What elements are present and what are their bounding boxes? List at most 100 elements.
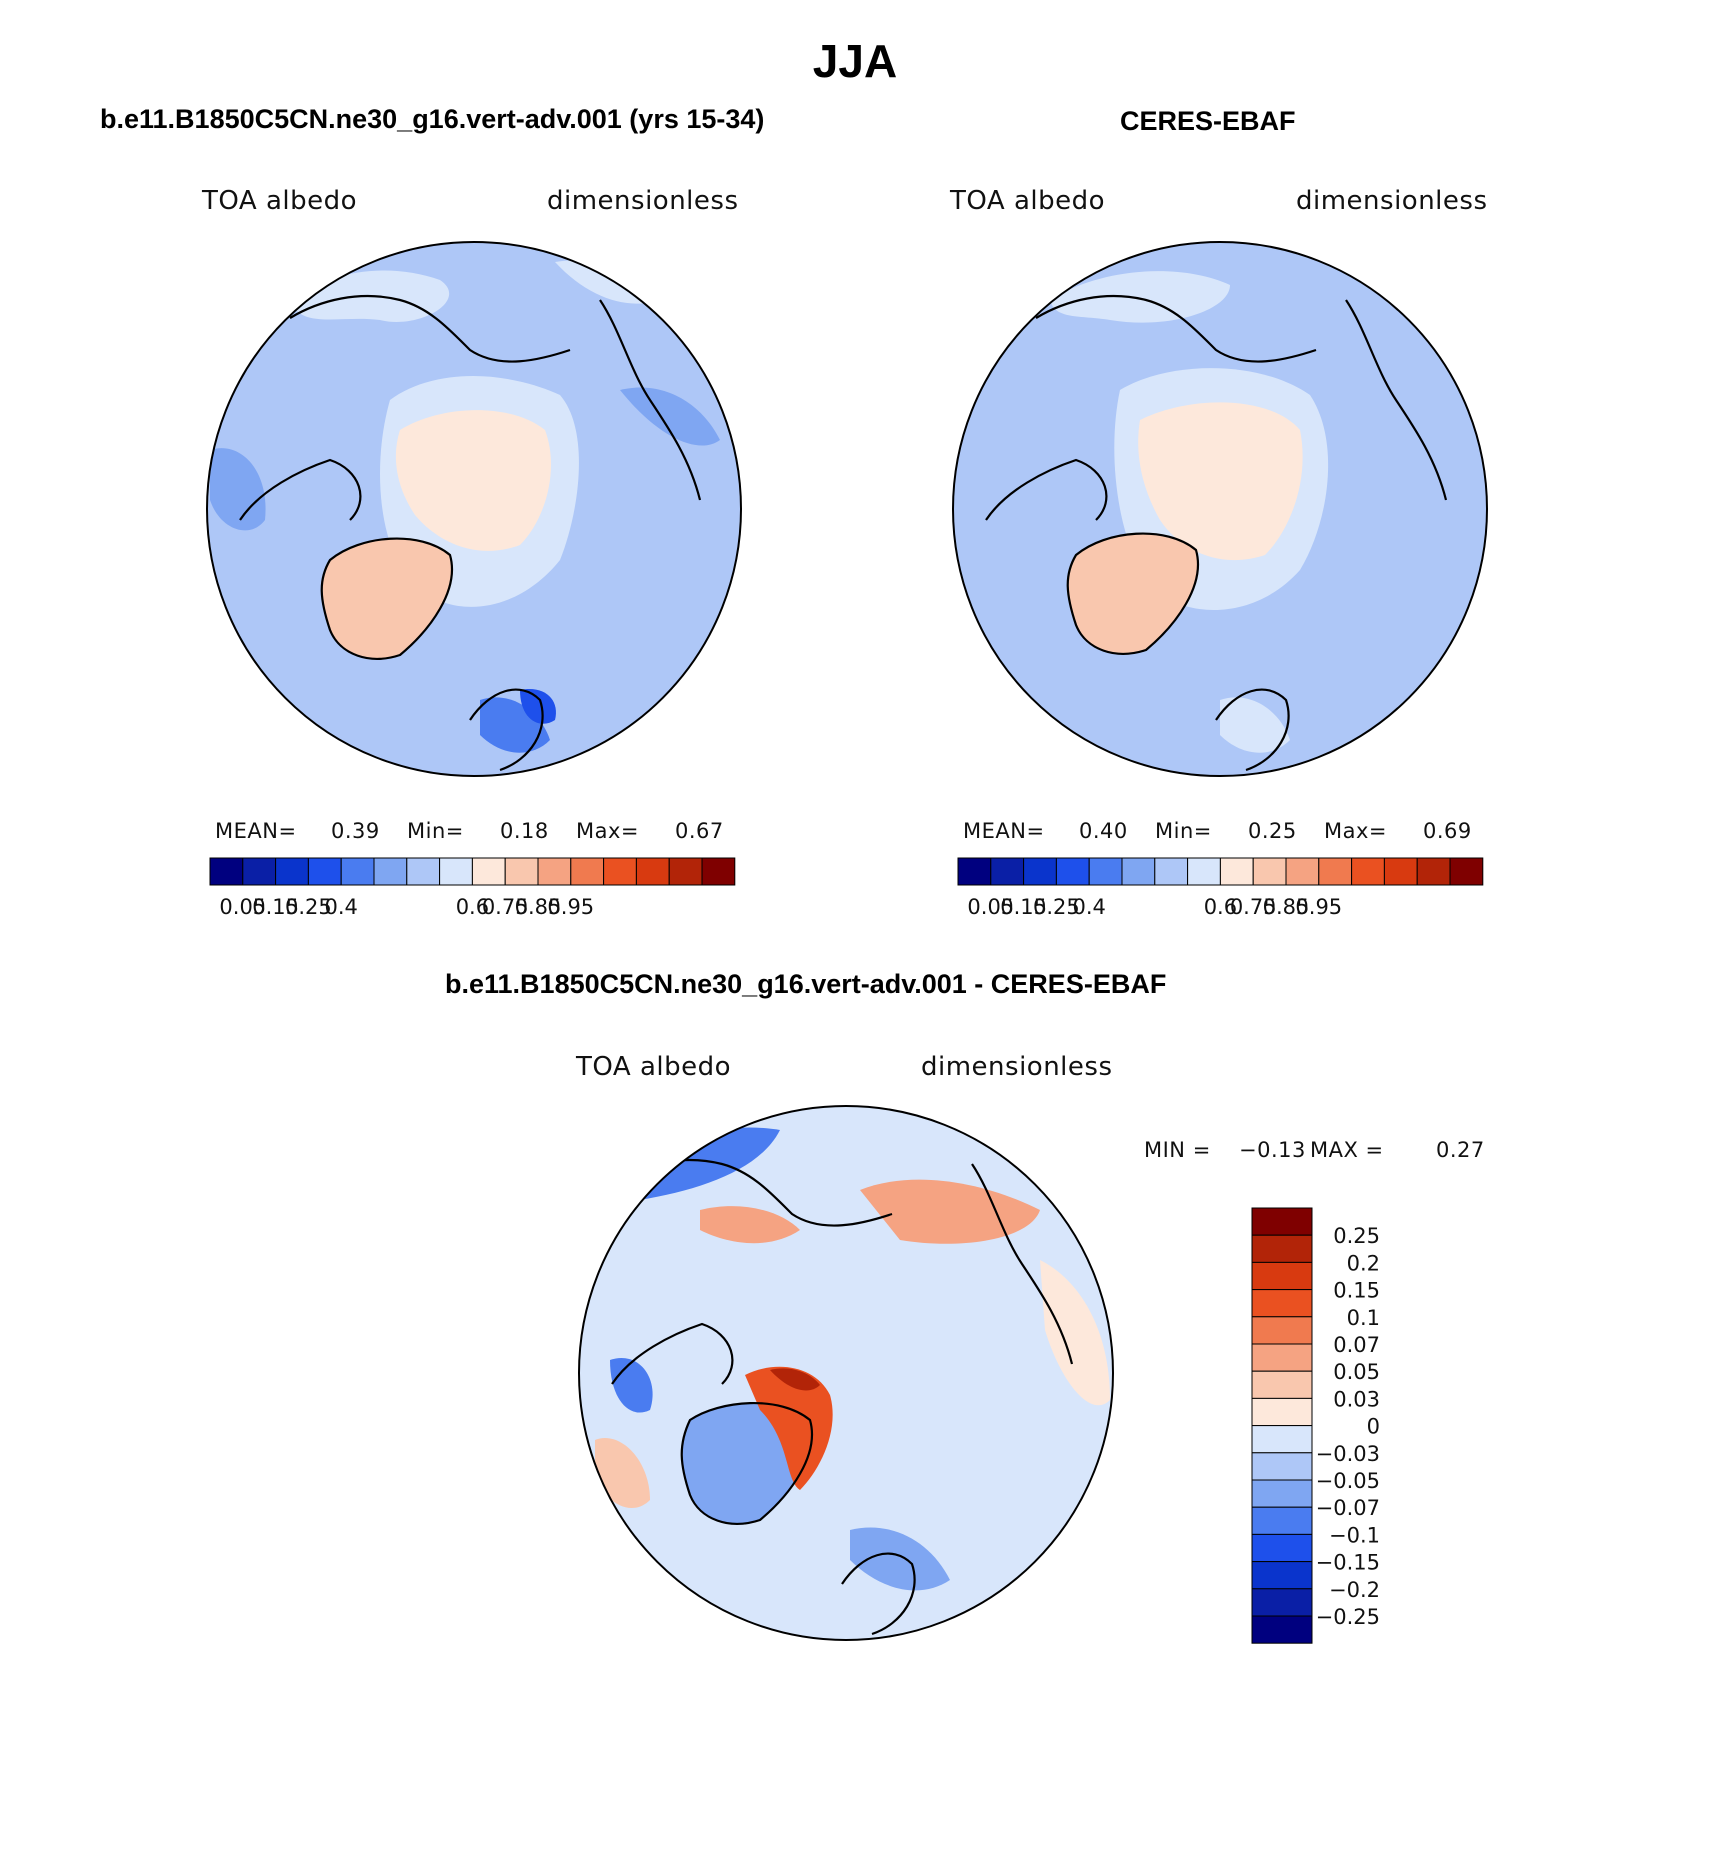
panel2-colorbar-swatch <box>1285 857 1320 886</box>
panel1-min-value: 0.18 <box>500 819 549 843</box>
panel1-max-label: Max= <box>576 819 640 843</box>
diff-colorbar-swatch <box>1251 1506 1313 1535</box>
diff-chukotka-positive <box>860 1179 1040 1244</box>
panel2-colorbar-tick-label: 0.05 <box>967 895 1014 919</box>
panel2-colorbar-swatch <box>1121 857 1156 886</box>
panel1-europe-dark <box>480 697 550 753</box>
panel2-min-value: 0.25 <box>1248 819 1297 843</box>
panel2-map <box>953 242 1487 776</box>
panel2-colorbar-tick-label: 0.95 <box>1295 895 1342 919</box>
panel1-colorbar-swatch <box>603 857 637 886</box>
diff-greenland-coast-positive <box>745 1366 833 1490</box>
panel2-colorbar-swatch <box>1187 857 1221 886</box>
panel2-colorbar-swatch <box>1416 857 1451 886</box>
panel2-colorbar-tick-label: 0.85 <box>1263 895 1310 919</box>
panel2-colorbar-tick-label: 0.75 <box>1230 895 1277 919</box>
panel1-colorbar-tick-label: 0.05 <box>219 895 266 919</box>
panel2-colorbar-tick-label: 0.15 <box>1000 895 1047 919</box>
panel1-colorbar-swatch <box>439 857 473 886</box>
diff-colorbar-swatch <box>1251 1615 1313 1644</box>
panel1-title: b.e11.B1850C5CN.ne30_g16.vert-adv.001 (y… <box>100 104 765 134</box>
panel1-colorbar-swatch <box>504 857 539 886</box>
diff-max-value: 0.27 <box>1436 1138 1485 1162</box>
panel2-europe-light <box>1220 697 1290 753</box>
diff-colorbar-tick-label: −0.07 <box>1316 1496 1380 1520</box>
panel1-colorbar-swatch <box>373 857 408 886</box>
diff-pacific-positive <box>1040 1260 1110 1406</box>
panel1-coastlines <box>239 294 702 772</box>
diff-colorbar-swatch <box>1251 1261 1313 1291</box>
panel2-colorbar-swatch <box>1023 857 1057 886</box>
panel2-colorbar: 0.050.150.250.4 0.60.750.850.95 <box>957 857 1484 919</box>
panel2-colorbar-swatch <box>1351 857 1385 886</box>
panel1-colorbar: 0.050.150.250.4 0.60.750.850.95 <box>209 857 736 919</box>
diff-colorbar-swatch <box>1251 1561 1313 1590</box>
panel2-colorbar-tick-label: 0.6 <box>1204 895 1237 919</box>
panel1-colorbar-swatch <box>570 857 605 886</box>
panel1-colorbar-swatch <box>701 857 736 886</box>
diff-colorbar: 0.25 0.2 0.15 0.1 0.07 0.05 0.03 0 −0.03 −0.05 −0.… <box>1251 1207 1380 1644</box>
diff-min-value: −0.13 <box>1239 1138 1306 1162</box>
figure-title: JJA <box>812 35 898 87</box>
panel1-map-border <box>206 241 742 777</box>
panel1-colorbar-tick-label: 0.85 <box>515 895 562 919</box>
panel1-colorbar-swatch <box>471 857 506 886</box>
panel1-central-arctic <box>395 410 551 551</box>
diff-colorbar-swatch <box>1251 1316 1313 1345</box>
diff-map-border <box>578 1105 1114 1641</box>
panel2-central-arctic <box>1138 402 1303 561</box>
diff-min-label: MIN = <box>1144 1138 1211 1162</box>
diff-background-field <box>579 1106 1113 1640</box>
panel2-colorbar-swatch <box>1055 857 1090 886</box>
diff-colorbar-swatch <box>1251 1370 1313 1399</box>
diff-colorbar-swatch <box>1251 1479 1313 1508</box>
panel1-colorbar-tick-label: 0.25 <box>285 895 332 919</box>
panel2-min-label: Min= <box>1155 819 1212 843</box>
diff-colorbar-swatch <box>1251 1397 1313 1427</box>
panel1-colorbar-swatch <box>635 857 670 886</box>
diff-atlantic-positive <box>595 1438 650 1509</box>
panel1-colorbar-swatch <box>340 857 375 886</box>
panel2-variable-label: TOA albedo <box>950 186 1106 216</box>
diff-colorbar-tick-label: 0.03 <box>1333 1387 1380 1411</box>
diff-colorbar-swatch <box>1251 1425 1313 1454</box>
panel1-max-value: 0.67 <box>675 819 724 843</box>
panel2-colorbar-swatch <box>1219 857 1254 886</box>
panel1-colorbar-tick-label: 0.4 <box>324 895 357 919</box>
panel1-variable-label: TOA albedo <box>202 186 358 216</box>
panel1-colorbar-swatch <box>242 857 277 886</box>
diff-colorbar-swatch <box>1251 1588 1313 1617</box>
diff-max-label: MAX = <box>1310 1138 1384 1162</box>
panel2-colorbar-swatch <box>1449 857 1484 886</box>
diff-units-label: dimensionless <box>921 1052 1113 1082</box>
diff-map <box>579 1106 1113 1640</box>
panel1-colorbar-tick-label: 0.75 <box>482 895 529 919</box>
panel2-max-value: 0.69 <box>1423 819 1472 843</box>
panel1-scandinavia-dark <box>520 689 556 724</box>
diff-colorbar-swatch <box>1251 1207 1313 1236</box>
diff-panel-title: b.e11.B1850C5CN.ne30_g16.vert-adv.001 - … <box>445 969 1167 999</box>
panel1-colorbar-tick-label: 0.6 <box>456 895 489 919</box>
panel2-colorbar-swatch <box>957 857 992 886</box>
panel2-colorbar-swatch <box>990 857 1025 886</box>
panel2-mean-value: 0.40 <box>1079 819 1128 843</box>
panel2-max-label: Max= <box>1324 819 1388 843</box>
panel1-colorbar-tick-label: 0.15 <box>252 895 299 919</box>
panel1-units-label: dimensionless <box>547 186 739 216</box>
diff-archipelago-strong-positive <box>770 1368 820 1391</box>
panel1-colorbar-swatch <box>668 857 703 886</box>
diff-colorbar-tick-label: 0.2 <box>1347 1251 1380 1275</box>
diff-siberia-positive <box>700 1206 800 1244</box>
panel2-map-border <box>952 241 1488 777</box>
panel1-asia-patch <box>620 387 720 446</box>
panel1-colorbar-swatch <box>209 857 244 886</box>
panel1-colorbar-swatch <box>537 857 572 886</box>
diff-colorbar-tick-label: −0.1 <box>1329 1523 1380 1547</box>
diff-colorbar-tick-label: −0.05 <box>1316 1469 1380 1493</box>
diff-colorbar-tick-label: −0.2 <box>1329 1578 1380 1602</box>
panel1-mean-value: 0.39 <box>331 819 380 843</box>
panel2-coastlines <box>985 294 1448 772</box>
panel2-colorbar-tick-label: 0.4 <box>1072 895 1105 919</box>
panel2-colorbar-swatch <box>1252 857 1287 886</box>
